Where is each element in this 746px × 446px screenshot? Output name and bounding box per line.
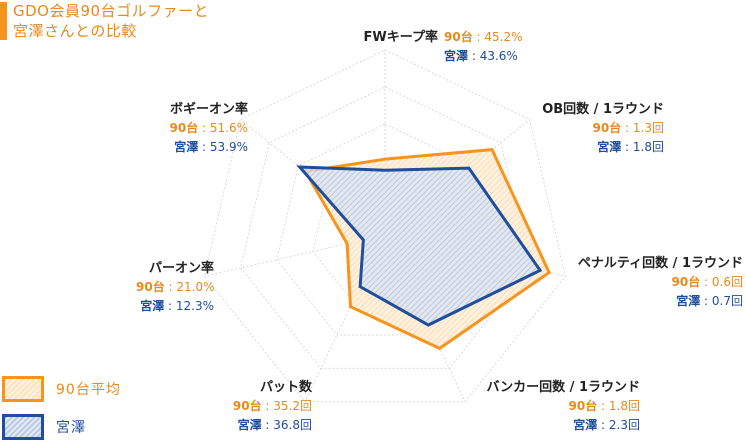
- axis-value-miyazawa: 宮澤 : 43.6%: [444, 49, 518, 63]
- axis-label-5: パット数 90台 : 35.2回 宮澤 : 36.8回: [230, 378, 312, 435]
- axis-label-7: ボギーオン率 90台 : 51.6% 宮澤 : 53.9%: [136, 100, 249, 157]
- grid-ring-4: [240, 86, 530, 369]
- title-accent-bar: [0, 2, 7, 40]
- axis-value-90: 90台 : 51.6%: [169, 121, 249, 135]
- axis-values-1: 90台 : 45.2% 宮澤 : 43.6%: [444, 28, 523, 66]
- axis-value-miyazawa: 宮澤 : 2.3回: [573, 418, 640, 432]
- axis-label-2: OB回数 / 1ラウンド 90台 : 1.3回 宮澤 : 1.8回: [522, 100, 664, 157]
- axis-value-90: 90台 : 35.2回: [232, 399, 312, 413]
- axis-name: ペナルティ回数 / 1ラウンド: [577, 256, 743, 271]
- axis-label-1: FWキープ率: [348, 28, 438, 47]
- axis-name: FWキープ率: [363, 30, 438, 45]
- axis-label-4: バンカー回数 / 1ラウンド 90台 : 1.8回 宮澤 : 2.3回: [476, 378, 641, 435]
- axis-value-90: 90台 : 1.8回: [568, 399, 640, 413]
- grid-spoke-6: [204, 234, 386, 277]
- axis-label-6: パーオン率 90台 : 21.0% 宮澤 : 12.3%: [136, 259, 215, 316]
- axis-value-miyazawa: 宮澤 : 53.9%: [174, 140, 248, 154]
- chart-title-line2: 宮澤さんとの比較: [13, 22, 137, 40]
- axis-value-90: 90台 : 1.3回: [592, 121, 664, 135]
- legend-item-avg: 90台平均: [2, 376, 162, 408]
- legend-label-avg: 90台平均: [56, 382, 121, 398]
- grid-ring-5: [204, 49, 566, 403]
- axis-name: パット数: [259, 380, 312, 395]
- axis-value-miyazawa: 宮澤 : 12.3%: [140, 299, 214, 313]
- legend-item-miyazawa: 宮澤: [2, 414, 162, 446]
- chart-title: GDO会員90台ゴルファーと 宮澤さんとの比較: [13, 1, 209, 41]
- legend-label-miyazawa: 宮澤: [56, 420, 86, 436]
- legend-swatch-avg: [2, 376, 44, 402]
- axis-value-90: 90台 : 21.0%: [136, 280, 215, 294]
- axis-value-90: 90台 : 0.6回: [671, 275, 743, 289]
- series-miyazawa-polygon: [296, 165, 543, 327]
- axis-name: パーオン率: [148, 261, 214, 276]
- axis-name: バンカー回数 / 1ラウンド: [486, 380, 641, 395]
- axis-name: ボギーオン率: [169, 102, 248, 117]
- axis-name: OB回数 / 1ラウンド: [542, 102, 664, 117]
- chart-title-line1: GDO会員90台ゴルファーと: [13, 2, 210, 20]
- grid-spoke-5: [304, 234, 386, 402]
- legend-swatch-miyazawa: [2, 414, 44, 440]
- axis-value-miyazawa: 宮澤 : 0.7回: [676, 294, 743, 308]
- axis-label-3: ペナルティ回数 / 1ラウンド 90台 : 0.6回 宮澤 : 0.7回: [528, 254, 743, 311]
- axis-value-miyazawa: 宮澤 : 36.8回: [237, 418, 312, 432]
- axis-value-miyazawa: 宮澤 : 1.8回: [597, 140, 664, 154]
- radar-series: [296, 148, 552, 351]
- axis-value-90: 90台 : 45.2%: [444, 30, 523, 44]
